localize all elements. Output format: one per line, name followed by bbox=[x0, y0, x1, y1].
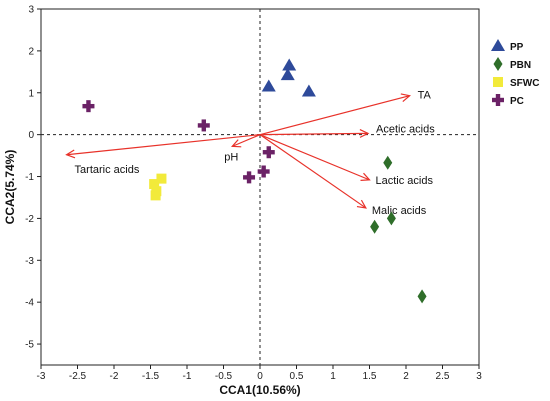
environment-vectors: TA Acetic acids Lactic acids Malic acids pH T… bbox=[65, 90, 435, 217]
point-sfwc bbox=[150, 190, 161, 201]
legend-label: PP bbox=[510, 42, 524, 53]
point-pp bbox=[261, 79, 276, 92]
point-pbn bbox=[417, 289, 427, 304]
sample-points bbox=[82, 58, 427, 304]
point-pp bbox=[280, 68, 295, 81]
x-tick-label: 3 bbox=[476, 371, 482, 382]
vector-arrowhead bbox=[360, 172, 371, 182]
point-pc bbox=[243, 171, 256, 184]
point-pbn bbox=[370, 219, 380, 234]
legend-label: PC bbox=[510, 96, 524, 107]
legend-marker-pc bbox=[492, 94, 504, 106]
vector-arrowhead bbox=[65, 149, 76, 159]
point-pc bbox=[262, 146, 275, 159]
y-axis-title: CCA2(5.74%) bbox=[3, 150, 17, 225]
y-tick-label: 1 bbox=[28, 88, 34, 99]
vector-arrowhead bbox=[359, 129, 370, 138]
vector-arrowhead bbox=[400, 93, 411, 102]
y-tick-label: 2 bbox=[28, 46, 34, 57]
point-pc bbox=[197, 119, 210, 132]
vector-label: Malic acids bbox=[372, 205, 427, 217]
legend: PP PBN SFWC PC bbox=[491, 39, 539, 107]
vector-label: Acetic acids bbox=[376, 123, 435, 135]
point-pbn bbox=[386, 211, 396, 226]
vector-label: Lactic acids bbox=[376, 175, 434, 187]
point-pp bbox=[301, 84, 316, 97]
x-tick-label: 2.5 bbox=[436, 371, 450, 382]
y-tick-label: 3 bbox=[28, 5, 34, 16]
point-sfwc bbox=[149, 179, 160, 190]
vector-label: TA bbox=[418, 90, 432, 102]
y-tick-label: 0 bbox=[28, 130, 34, 141]
legend-marker-pp bbox=[491, 39, 505, 51]
point-pp bbox=[282, 58, 297, 71]
point-pbn bbox=[383, 155, 393, 170]
y-tick-label: -4 bbox=[25, 298, 34, 309]
vector-arrowhead bbox=[356, 199, 367, 209]
vector-label: Tartaric acids bbox=[75, 164, 140, 176]
vector-line bbox=[259, 132, 369, 136]
x-tick-label: -1 bbox=[183, 371, 192, 382]
point-sfwc bbox=[156, 173, 167, 184]
y-tick-label: -1 bbox=[25, 172, 34, 183]
x-tick-label: 2 bbox=[403, 371, 409, 382]
axis-ticks: -3 -2.5 -2 -1.5 -1 -0.5 0 0.5 1 1.5 2 2.5 3 3 2 1 0 -1 -2 -… bbox=[25, 5, 482, 383]
legend-label: PBN bbox=[510, 60, 531, 71]
x-tick-label: 0 bbox=[257, 371, 263, 382]
x-tick-label: 0.5 bbox=[290, 371, 304, 382]
x-axis-title: CCA1(10.56%) bbox=[219, 383, 300, 397]
x-tick-label: -2 bbox=[110, 371, 119, 382]
x-tick-label: -3 bbox=[37, 371, 46, 382]
x-tick-label: -1.5 bbox=[142, 371, 160, 382]
legend-marker-sfwc bbox=[493, 77, 503, 87]
y-tick-label: -5 bbox=[25, 340, 34, 351]
vector-arrowhead bbox=[230, 139, 242, 148]
y-tick-label: -3 bbox=[25, 256, 34, 267]
x-tick-label: 1.5 bbox=[363, 371, 377, 382]
point-pc bbox=[257, 165, 270, 178]
vector-label: pH bbox=[224, 151, 238, 163]
legend-marker-pbn bbox=[493, 57, 503, 71]
legend-label: SFWC bbox=[510, 78, 539, 89]
x-tick-label: -0.5 bbox=[215, 371, 233, 382]
y-tick-label: -2 bbox=[25, 214, 34, 225]
vector-line bbox=[259, 95, 410, 136]
point-pc bbox=[82, 100, 95, 113]
vector-line bbox=[66, 134, 261, 156]
vector-line bbox=[232, 134, 261, 147]
vector-line bbox=[259, 134, 370, 181]
x-tick-label: 1 bbox=[330, 371, 336, 382]
x-tick-label: -2.5 bbox=[69, 371, 87, 382]
vector-line bbox=[259, 134, 367, 209]
